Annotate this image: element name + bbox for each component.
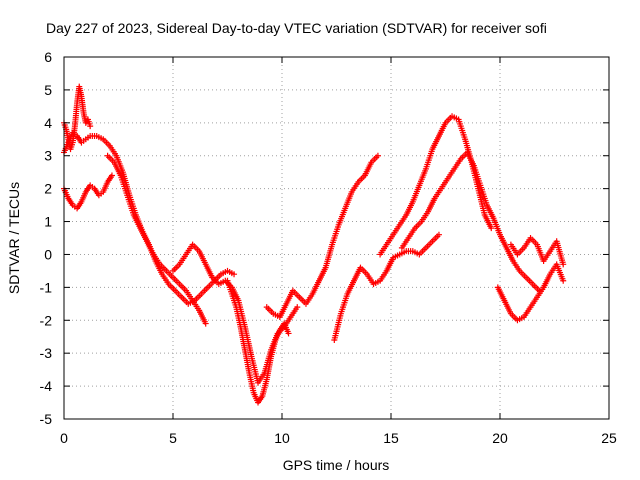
data-point <box>202 320 209 327</box>
data-point <box>108 172 115 179</box>
data-point <box>435 231 442 238</box>
series-arc9 <box>377 113 495 258</box>
data-point <box>285 330 292 337</box>
grid-lines <box>64 57 609 419</box>
y-tick-label: 6 <box>44 49 52 65</box>
y-tick-label: 4 <box>44 115 52 131</box>
x-tick-label: 10 <box>274 430 290 446</box>
y-tick-label: -1 <box>40 279 53 295</box>
x-tick-label: 25 <box>601 430 617 446</box>
series-arc1 <box>61 129 238 307</box>
y-tick-label: -3 <box>40 345 53 361</box>
series-arc6 <box>224 277 292 406</box>
data-point <box>294 304 301 311</box>
y-tick-label: 3 <box>44 148 52 164</box>
series-arc4 <box>104 152 209 327</box>
y-tick-label: -4 <box>40 378 53 394</box>
axis-ticks: 0 5 10 15 20 25 -5 -4 -3 -2 -1 0 1 2 3 4 5 6 <box>40 49 617 446</box>
y-axis-label: SDTVAR / TECUs <box>6 182 22 294</box>
series-arc3 <box>61 172 115 212</box>
x-tick-label: 0 <box>60 430 68 446</box>
plot-frame <box>63 56 610 420</box>
data-point <box>560 277 567 284</box>
y-tick-label: 0 <box>44 246 52 262</box>
y-tick-label: 5 <box>44 82 52 98</box>
chart-title: Day 227 of 2023, Sidereal Day-to-day VTE… <box>46 20 547 36</box>
data-point <box>488 225 495 232</box>
y-tick-label: -5 <box>40 411 53 427</box>
series-arc10 <box>398 149 543 294</box>
data-point <box>374 152 381 159</box>
series-arc8 <box>331 231 442 344</box>
x-tick-label: 20 <box>492 430 508 446</box>
x-axis-label: GPS time / hours <box>283 457 390 473</box>
series-arc7 <box>263 152 381 320</box>
y-tick-label: -2 <box>40 312 53 328</box>
series-arc2 <box>61 83 94 153</box>
series-arc11 <box>494 261 567 324</box>
y-tick-label: 2 <box>44 181 52 197</box>
y-tick-label: 1 <box>44 214 52 230</box>
data-point <box>560 261 567 268</box>
x-tick-label: 5 <box>169 430 177 446</box>
data-series <box>61 83 567 406</box>
x-tick-label: 15 <box>383 430 399 446</box>
series-arc12 <box>507 235 567 268</box>
data-point <box>231 271 238 278</box>
data-point <box>87 123 94 130</box>
